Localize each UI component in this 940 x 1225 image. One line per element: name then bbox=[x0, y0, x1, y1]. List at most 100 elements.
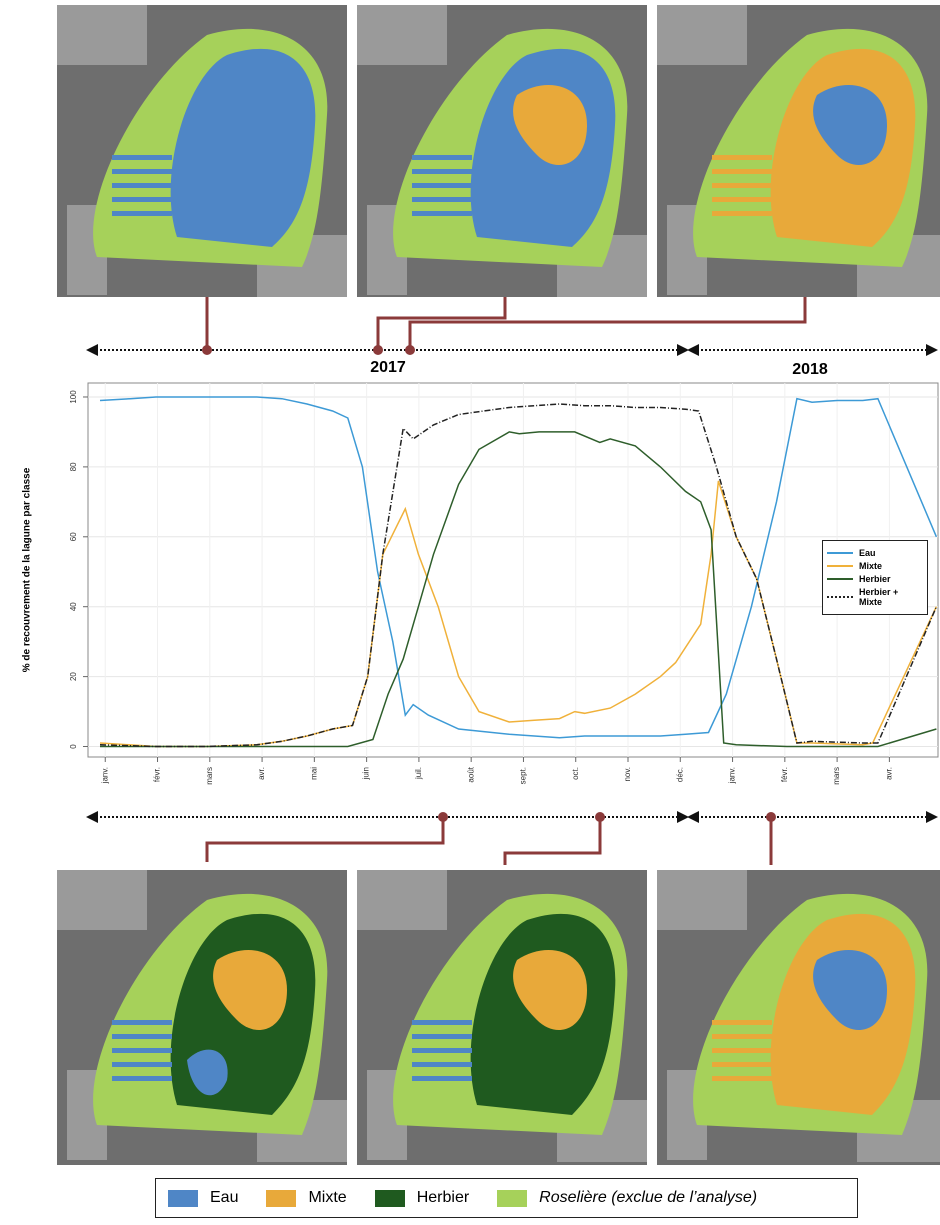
basin-strip bbox=[712, 1062, 772, 1067]
x-tick-label: janv. bbox=[100, 767, 109, 784]
date-dot bbox=[595, 812, 605, 822]
y-tick-label: 0 bbox=[69, 744, 78, 749]
map-legend-swatch bbox=[168, 1190, 198, 1207]
chart-legend: Eau Mixte Herbier Herbier + Mixte bbox=[822, 540, 928, 615]
basin-strip bbox=[412, 1076, 472, 1081]
series-line bbox=[100, 481, 936, 747]
x-tick-label: nov. bbox=[623, 767, 632, 782]
x-tick-label: mai bbox=[309, 767, 318, 780]
legend-label: Herbier bbox=[859, 574, 891, 584]
page: body { margin: 0; font-family: "Liberati… bbox=[0, 0, 940, 1225]
basin-strip bbox=[112, 1048, 172, 1053]
basin-strip bbox=[712, 169, 772, 174]
basin-strip bbox=[712, 197, 772, 202]
map-legend-item: Roselière (exclue de l’analyse) bbox=[497, 1189, 757, 1207]
figure-canvas: 2017 2018 % de recouvrement de la lagune… bbox=[0, 0, 940, 1225]
legend-swatch bbox=[827, 552, 853, 554]
satellite-image bbox=[657, 5, 940, 297]
basin-strip bbox=[712, 211, 772, 216]
legend-swatch bbox=[827, 578, 853, 580]
date-dot bbox=[766, 812, 776, 822]
x-tick-label: sept. bbox=[519, 767, 528, 784]
satellite-image bbox=[357, 5, 647, 297]
connector-dots bbox=[202, 345, 776, 822]
satellite-images bbox=[57, 5, 940, 1165]
satellite-image bbox=[657, 870, 940, 1165]
x-tick-label: juin bbox=[362, 767, 371, 780]
map-legend-swatch bbox=[375, 1190, 405, 1207]
basin-strip bbox=[112, 183, 172, 188]
series-line bbox=[100, 397, 936, 738]
basin-strip bbox=[412, 1020, 472, 1025]
basin-strip bbox=[112, 1034, 172, 1039]
basin-strip bbox=[712, 1034, 772, 1039]
basin-strip bbox=[112, 169, 172, 174]
legend-item: Herbier + Mixte bbox=[827, 587, 923, 607]
basin-strip bbox=[112, 197, 172, 202]
satellite-image bbox=[357, 870, 647, 1165]
connectors bbox=[207, 297, 805, 865]
year-label: 2017 bbox=[370, 359, 406, 376]
satellite-image bbox=[57, 870, 347, 1165]
y-axis-label: % de recouvrement de la lagune par class… bbox=[22, 467, 33, 672]
x-tick-label: avr. bbox=[884, 767, 893, 780]
basin-strip bbox=[412, 155, 472, 160]
legend-label: Eau bbox=[859, 548, 876, 558]
y-tick-label: 100 bbox=[69, 390, 78, 404]
basin-strip bbox=[712, 155, 772, 160]
series-line bbox=[100, 404, 936, 747]
legend-label: Mixte bbox=[859, 561, 882, 571]
basin-strip bbox=[112, 155, 172, 160]
x-tick-label: août bbox=[466, 766, 475, 782]
figure: 2017 2018 % de recouvrement de la lagune… bbox=[0, 0, 940, 1225]
connector bbox=[410, 297, 805, 350]
legend-item: Eau bbox=[827, 548, 923, 558]
basin-strip bbox=[112, 1062, 172, 1067]
basin-strip bbox=[412, 1062, 472, 1067]
connector bbox=[505, 817, 600, 865]
x-tick-label: janv. bbox=[728, 767, 737, 784]
basin-strip bbox=[412, 183, 472, 188]
map-legend-swatch bbox=[497, 1190, 527, 1207]
basin-strip bbox=[712, 1076, 772, 1081]
basin-strip bbox=[112, 1020, 172, 1025]
map-legend-item: Herbier bbox=[375, 1189, 469, 1207]
x-tick-label: oct. bbox=[571, 767, 580, 780]
map-legend-label: Herbier bbox=[417, 1189, 469, 1207]
y-tick-label: 60 bbox=[69, 532, 78, 541]
x-tick-label: avr. bbox=[257, 767, 266, 780]
date-dot bbox=[373, 345, 383, 355]
year-label: 2018 bbox=[792, 361, 828, 378]
date-dot bbox=[202, 345, 212, 355]
basin-strip bbox=[712, 1020, 772, 1025]
basin-strip bbox=[412, 169, 472, 174]
x-tick-label: mars bbox=[205, 767, 214, 785]
basin-strip bbox=[112, 211, 172, 216]
x-tick-label: juil. bbox=[414, 767, 423, 780]
basin-strip bbox=[412, 1034, 472, 1039]
x-tick-label: févr. bbox=[153, 767, 162, 782]
plot-frame bbox=[88, 383, 938, 757]
legend-item: Mixte bbox=[827, 561, 923, 571]
x-tick-label: févr. bbox=[780, 767, 789, 782]
date-dot bbox=[405, 345, 415, 355]
basin-strip bbox=[412, 1048, 472, 1053]
y-tick-label: 80 bbox=[69, 462, 78, 471]
satellite-image bbox=[57, 5, 347, 297]
basin-strip bbox=[712, 183, 772, 188]
legend-label: Herbier + Mixte bbox=[859, 587, 923, 607]
map-legend-label: Roselière (exclue de l’analyse) bbox=[539, 1189, 757, 1207]
basin-strip bbox=[712, 1048, 772, 1053]
basin-strip bbox=[412, 211, 472, 216]
legend-swatch bbox=[827, 565, 853, 567]
basin-strip bbox=[412, 197, 472, 202]
y-tick-label: 40 bbox=[69, 602, 78, 611]
legend-swatch bbox=[827, 596, 853, 598]
map-legend: Eau Mixte Herbier Roselière (exclue de l’an… bbox=[155, 1178, 858, 1218]
map-legend-label: Mixte bbox=[308, 1189, 346, 1207]
map-legend-item: Mixte bbox=[266, 1189, 346, 1207]
x-tick-label: déc. bbox=[675, 767, 684, 782]
map-legend-label: Eau bbox=[210, 1189, 238, 1207]
date-dot bbox=[438, 812, 448, 822]
y-tick-label: 20 bbox=[69, 672, 78, 681]
